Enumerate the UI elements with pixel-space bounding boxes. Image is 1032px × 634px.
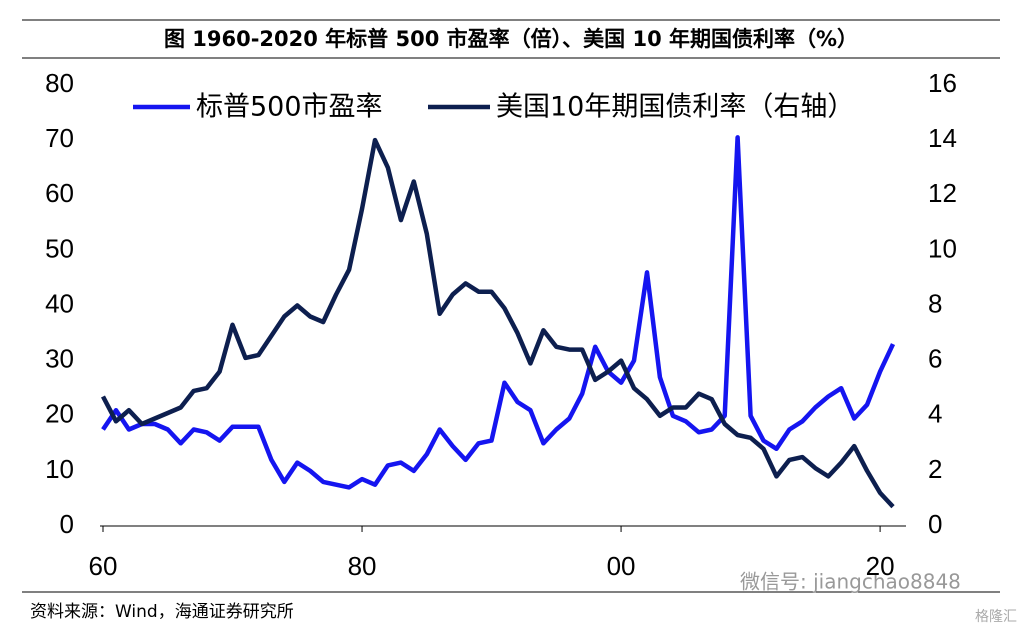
y2-tick-label: 4 (928, 399, 942, 429)
x-tick-label: 80 (348, 551, 377, 581)
y2-tick-label: 16 (928, 68, 957, 98)
y2-tick-label: 2 (928, 454, 942, 484)
legend-label: 美国10年期国债利率（右轴） (496, 92, 854, 123)
y-tick-label: 10 (45, 454, 74, 484)
series-line (101, 137, 895, 509)
chart-title: 图 1960-2020 年标普 500 市盈率（倍）、美国 10 年期国债利率（… (164, 27, 858, 51)
y2-tick-label: 14 (928, 123, 957, 153)
series-line (101, 135, 896, 490)
y2-tick-label: 10 (928, 233, 957, 263)
y2-tick-label: 12 (928, 178, 957, 208)
y-tick-label: 50 (45, 233, 74, 263)
y-tick-label: 80 (45, 68, 74, 98)
y-tick-label: 40 (45, 288, 74, 318)
legend-label: 标普500市盈率 (196, 92, 383, 123)
y-tick-label: 0 (60, 509, 74, 539)
y2-tick-label: 0 (928, 509, 942, 539)
source: 资料来源：Wind，海通证券研究所 (30, 602, 294, 622)
x-tick-label: 60 (89, 551, 118, 581)
x-tick-label: 00 (607, 551, 636, 581)
y-tick-label: 30 (45, 344, 74, 374)
watermark: 格隆汇 (975, 609, 1017, 625)
y-tick-label: 60 (45, 178, 74, 208)
y-tick-label: 20 (45, 399, 74, 429)
watermark: 微信号: jiangchao8848 (740, 570, 961, 594)
y-tick-label: 70 (45, 123, 74, 153)
y2-tick-label: 8 (928, 288, 942, 318)
y2-tick-label: 6 (928, 344, 942, 374)
x-tick-label: 20 (866, 551, 895, 581)
